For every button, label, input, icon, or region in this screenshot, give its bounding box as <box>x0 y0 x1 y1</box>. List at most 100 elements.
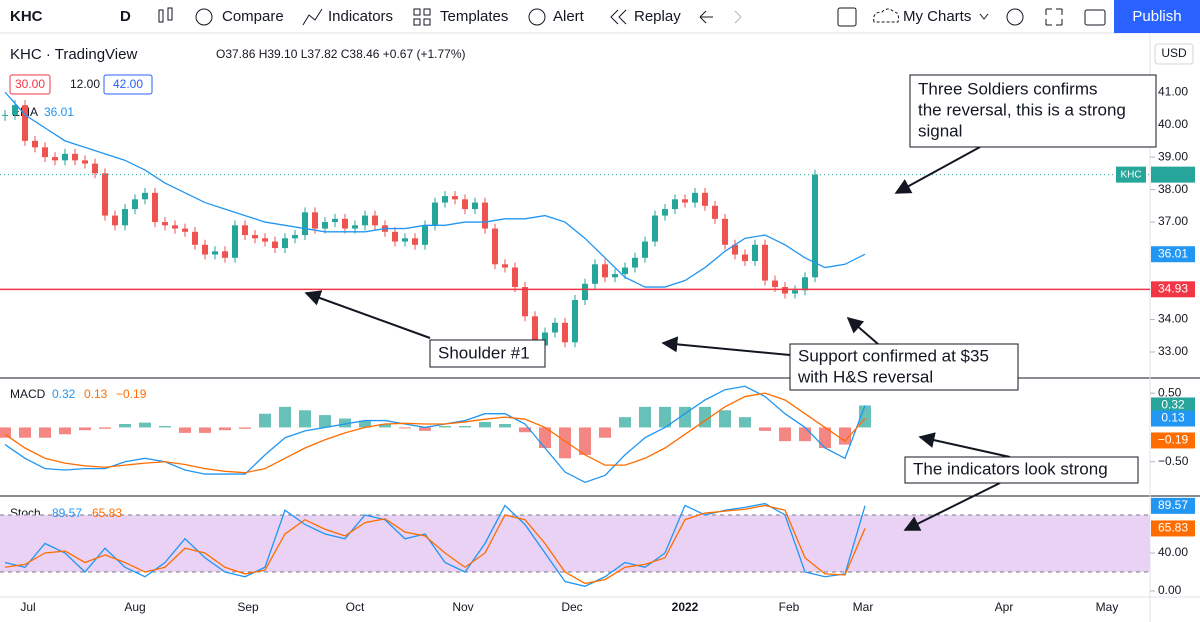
histogram-bar <box>159 426 171 428</box>
x-tick-label: Nov <box>452 600 473 614</box>
x-tick-label: Apr <box>995 600 1014 614</box>
high-box: 42.00 <box>113 77 143 91</box>
redo[interactable] <box>734 10 742 24</box>
templates[interactable]: Templates <box>440 8 508 25</box>
symbol[interactable]: KHC <box>10 8 43 25</box>
candle <box>512 267 518 288</box>
box[interactable] <box>103 74 153 95</box>
ohlc: O37.86 H39.10 L37.82 C38.46 +0.67 (+1.77… <box>216 47 466 61</box>
y-tick-label: 38.00 <box>1158 182 1188 196</box>
histogram-bar <box>759 427 771 431</box>
candle <box>412 238 418 245</box>
candle <box>92 163 98 174</box>
candle <box>2 114 8 116</box>
candle <box>142 192 148 200</box>
annotation: with H&S reversal <box>797 367 933 386</box>
candle <box>692 192 698 203</box>
dropdown[interactable] <box>979 13 989 20</box>
badge-label: 0.13 <box>1161 411 1185 425</box>
x-tick-label: Jul <box>20 600 35 614</box>
x-tick-label: Sep <box>237 600 259 614</box>
indicator-line <box>4 392 866 474</box>
my-charts[interactable]: My Charts <box>903 8 971 25</box>
camera-icon[interactable] <box>1084 9 1106 26</box>
mid: 12.00 <box>70 77 100 91</box>
candle <box>402 238 408 242</box>
settings-icon[interactable] <box>1006 8 1024 26</box>
legend-value: −0.19 <box>116 387 147 401</box>
annotation: Support confirmed at $35 <box>798 346 989 365</box>
candle <box>782 287 788 294</box>
candle <box>182 228 188 232</box>
candle <box>292 235 298 239</box>
box[interactable] <box>9 74 51 95</box>
histogram-bar <box>119 424 131 428</box>
candle <box>742 254 748 262</box>
x-tick-label: Dec <box>561 600 582 614</box>
legend-value: 0.32 <box>52 387 76 401</box>
candle <box>152 192 158 223</box>
low-box: 30.00 <box>15 77 45 91</box>
x-tick-label: Aug <box>124 600 145 614</box>
candle <box>122 209 128 226</box>
y-tick-label: 0.50 <box>1158 385 1182 399</box>
axis-badge <box>1151 246 1195 263</box>
currency-box[interactable] <box>1154 43 1194 65</box>
candle <box>552 322 558 333</box>
candle <box>712 205 718 219</box>
axis-badge <box>1151 166 1195 183</box>
annotation-box <box>789 343 1019 391</box>
candle <box>442 196 448 203</box>
histogram-bar <box>299 410 311 428</box>
replay-icon[interactable] <box>610 9 627 25</box>
candle <box>462 199 468 210</box>
y-tick-label: 41.00 <box>1158 84 1188 98</box>
candle <box>422 225 428 245</box>
publish-button[interactable] <box>1114 0 1200 33</box>
candle <box>592 264 598 284</box>
candle <box>622 267 628 275</box>
candle <box>502 264 508 268</box>
arrow <box>903 482 1001 531</box>
histogram-bar <box>379 424 391 428</box>
publish[interactable]: Publish <box>1132 8 1181 25</box>
interval[interactable]: D <box>120 8 131 25</box>
candle <box>372 215 378 226</box>
compare[interactable]: Compare <box>222 8 284 25</box>
cloud-icon[interactable] <box>873 8 899 23</box>
layout-icon[interactable] <box>837 7 857 27</box>
histogram-bar <box>579 427 591 455</box>
annotation-box <box>909 74 1157 148</box>
macd-title: MACD <box>10 387 46 401</box>
arrow <box>918 432 1011 458</box>
candle <box>82 160 88 164</box>
candle <box>22 105 28 141</box>
candle <box>62 153 68 161</box>
candle <box>752 244 758 262</box>
compare-icon[interactable] <box>195 8 213 26</box>
axis-badge <box>1151 497 1195 514</box>
indicator-line <box>4 91 866 288</box>
histogram-bar <box>639 406 651 428</box>
arrow <box>894 146 981 194</box>
candle-icon[interactable] <box>158 7 173 23</box>
histogram-bar <box>279 406 291 428</box>
legend-value: 89.57 <box>52 506 82 520</box>
histogram-bar <box>259 413 271 428</box>
alert[interactable]: Alert <box>553 8 585 25</box>
histogram-bar <box>99 427 111 429</box>
indicators[interactable]: Indicators <box>328 8 393 25</box>
replay[interactable]: Replay <box>634 8 681 25</box>
indicators-icon[interactable] <box>302 8 323 26</box>
annotation-box <box>429 339 546 368</box>
annotation: signal <box>918 121 962 140</box>
candle <box>302 212 308 236</box>
candle <box>772 280 778 288</box>
candle <box>612 274 618 278</box>
candle <box>492 228 498 265</box>
fullscreen-icon[interactable] <box>1045 8 1063 26</box>
templates-icon[interactable] <box>413 8 431 26</box>
alert-icon[interactable] <box>528 8 546 26</box>
undo[interactable] <box>699 10 713 24</box>
